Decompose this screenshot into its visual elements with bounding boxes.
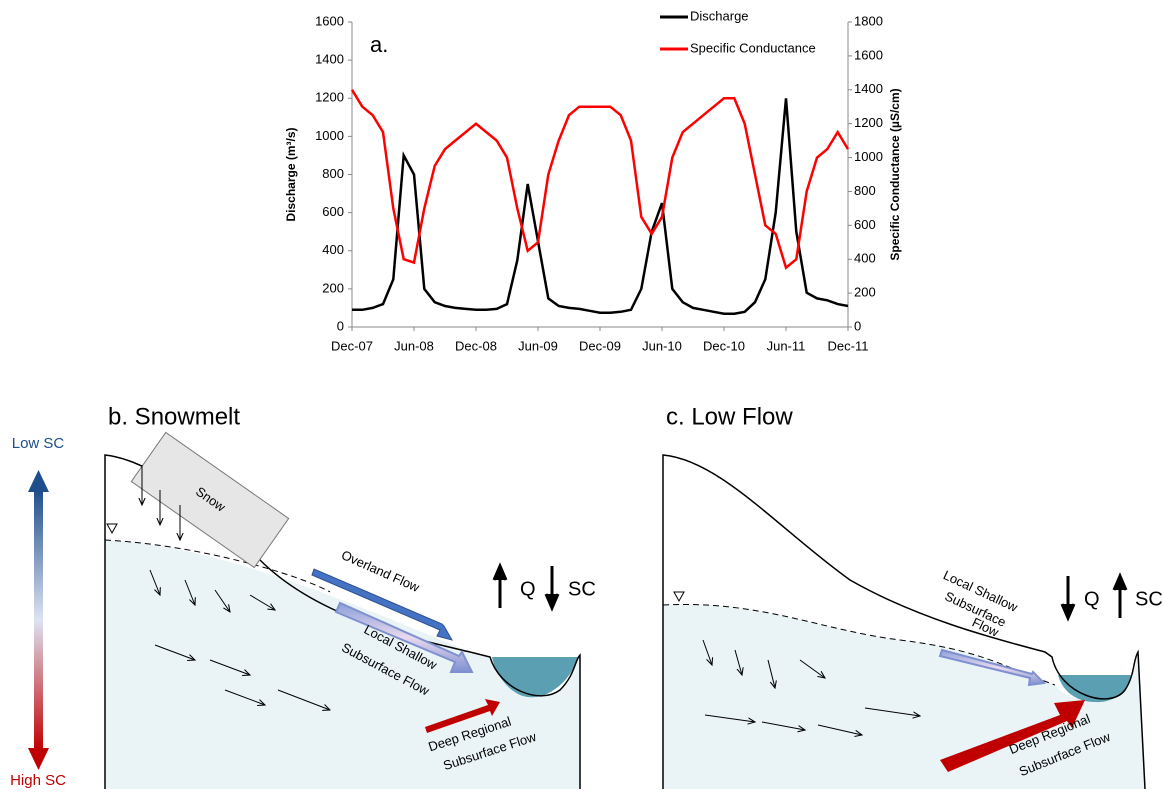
sc-label: SC: [568, 578, 596, 600]
x-tick-label: Dec-09: [579, 338, 621, 353]
y2-tick-label: 800: [854, 183, 876, 198]
x-tick-label: Dec-08: [455, 338, 497, 353]
q-label: Q: [1084, 588, 1100, 610]
y-tick-label: 1200: [315, 90, 344, 105]
q-label: Q: [520, 578, 536, 600]
chart: 0 200 400 600 800 1000 1200 1400 1600 0 200 400 600 8…: [284, 8, 902, 353]
y2-tick-label: 0: [854, 318, 861, 333]
x-tick-label: Dec-11: [828, 338, 869, 353]
y2-tick-label: 600: [854, 217, 876, 232]
x-tick-label: Jun-11: [767, 338, 806, 353]
snowmelt-diagram: b. Snowmelt Snow Overland Flow Local Sha…: [104, 403, 596, 789]
legend-label: Specific Conductance: [690, 40, 816, 55]
panel-title: c. Low Flow: [666, 403, 793, 430]
series-line: [350, 89, 850, 270]
legend-label: Discharge: [690, 8, 749, 23]
y2-tick-label: 1600: [854, 47, 883, 62]
y2-tick-label: 200: [854, 285, 876, 300]
x-tick-label: Jun-09: [518, 338, 558, 353]
y-tick-label: 600: [322, 204, 344, 219]
y2-tick-label: 1000: [854, 149, 883, 164]
y2-tick-label: 400: [854, 251, 876, 266]
y-tick-label: 400: [322, 242, 344, 257]
y-tick-label: 0: [337, 318, 344, 333]
y2-tick-label: 1200: [854, 115, 883, 130]
y2-tick-label: 1400: [854, 81, 883, 96]
y-tick-label: 1000: [315, 128, 344, 143]
x-tick-label: Dec-10: [703, 338, 745, 353]
y2-axis-label: Specific Conductance (µS/cm): [888, 88, 902, 260]
series-line: [352, 98, 849, 315]
x-tick-label: Jun-08: [394, 338, 434, 353]
y2-tick-label: 1800: [854, 13, 883, 28]
x-tick-label: Dec-07: [331, 338, 373, 353]
panel-label: a.: [370, 32, 388, 57]
low-flow-diagram: c. Low Flow Local Shallow Subsurface Flo…: [662, 403, 1162, 790]
sc-scale: Low SC High SC: [10, 435, 66, 789]
y-tick-label: 1600: [315, 13, 344, 28]
high-sc: High SC: [10, 772, 66, 789]
panel-title: b. Snowmelt: [108, 403, 240, 430]
y-tick-label: 1400: [315, 52, 344, 67]
y-axis-label: Discharge (m³/s): [284, 127, 298, 221]
x-tick-label: Jun-10: [642, 338, 682, 353]
y-tick-label: 800: [322, 166, 344, 181]
low-sc: Low SC: [12, 435, 65, 452]
y-tick-label: 200: [322, 280, 344, 295]
sc-label: SC: [1135, 588, 1162, 610]
